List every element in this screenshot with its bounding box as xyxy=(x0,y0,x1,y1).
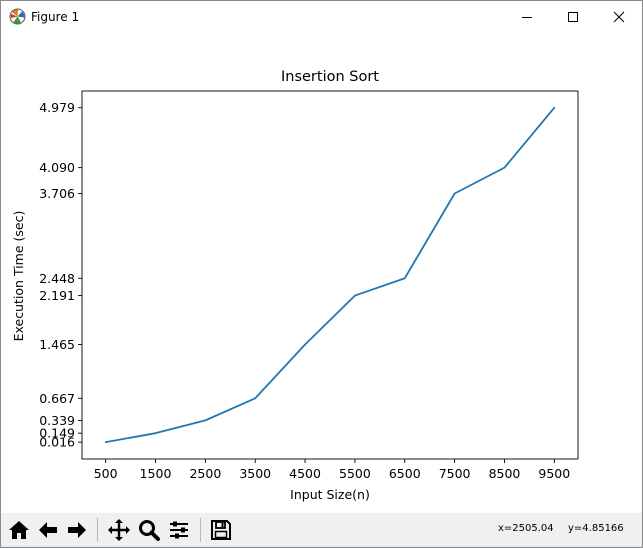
home-button[interactable] xyxy=(6,517,32,543)
minimize-button[interactable] xyxy=(504,1,550,33)
save-button[interactable] xyxy=(208,517,234,543)
y-axis-label: Execution Time (sec) xyxy=(11,211,26,342)
figure-canvas[interactable]: Insertion Sort 0.016 0.149 0.339 0.667 1.465… xyxy=(1,33,642,513)
home-icon xyxy=(9,521,29,539)
window-title: Figure 1 xyxy=(31,10,80,24)
close-button[interactable] xyxy=(596,1,642,33)
axes-frame xyxy=(81,90,579,460)
y-tick-label: 4.090 xyxy=(39,160,75,175)
matplotlib-icon xyxy=(9,8,26,25)
x-tick-label: 2500 xyxy=(189,466,221,481)
toolbar-separator xyxy=(200,518,201,542)
x-tick-label: 6500 xyxy=(389,466,421,481)
y-tick-label: 0.667 xyxy=(39,391,75,406)
chart-title: Insertion Sort xyxy=(281,69,379,85)
pan-button[interactable] xyxy=(106,517,132,543)
y-tick-label: 0.149 xyxy=(39,426,75,441)
x-axis-ticks: 500 1500 2500 3500 4500 5500 6500 7500 8500 9500 xyxy=(94,459,570,481)
maximize-icon xyxy=(568,12,578,22)
x-tick-label: 5500 xyxy=(339,466,371,481)
series-line[interactable] xyxy=(104,106,556,444)
x-axis-label: Input Size(n) xyxy=(290,487,370,502)
y-tick-label: 1.465 xyxy=(39,337,75,352)
pan-icon xyxy=(108,519,130,541)
x-tick-label: 3500 xyxy=(239,466,271,481)
series-group xyxy=(104,106,556,444)
back-icon xyxy=(39,522,57,538)
zoom-button[interactable] xyxy=(136,517,162,543)
configure-subplots-button[interactable] xyxy=(166,517,192,543)
zoom-icon xyxy=(139,520,160,541)
x-coordinate-readout: x=2505.04 xyxy=(498,523,554,534)
save-icon xyxy=(211,520,231,540)
x-tick-label: 4500 xyxy=(289,466,321,481)
taskbar-edge xyxy=(1,546,642,547)
close-icon xyxy=(613,11,625,23)
maximize-button[interactable] xyxy=(550,1,596,33)
forward-button[interactable] xyxy=(64,517,90,543)
x-tick-label: 500 xyxy=(94,466,118,481)
forward-icon xyxy=(68,522,86,538)
x-tick-label: 9500 xyxy=(538,466,570,481)
y-tick-label: 3.706 xyxy=(39,186,75,201)
toolbar-separator xyxy=(97,518,98,542)
y-tick-label: 4.979 xyxy=(39,100,75,115)
title-bar[interactable]: Figure 1 xyxy=(1,1,642,33)
y-coordinate-readout: y=4.85166 xyxy=(568,523,624,534)
y-tick-label: 2.448 xyxy=(39,271,75,286)
x-tick-label: 8500 xyxy=(489,466,521,481)
configure-subplots-icon xyxy=(170,521,188,539)
back-button[interactable] xyxy=(35,517,61,543)
x-tick-label: 7500 xyxy=(439,466,471,481)
navigation-toolbar: x=2505.04 y=4.85166 xyxy=(1,513,642,547)
y-tick-label: 0.016 xyxy=(39,435,75,450)
y-tick-label: 2.191 xyxy=(39,288,75,303)
y-tick-label: 0.339 xyxy=(39,413,75,428)
minimize-icon xyxy=(522,17,532,18)
x-tick-label: 1500 xyxy=(140,466,172,481)
